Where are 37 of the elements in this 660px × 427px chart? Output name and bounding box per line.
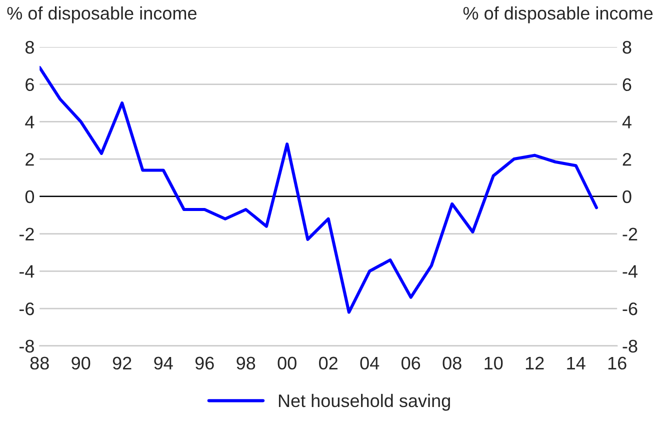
x-tick-label: 94 xyxy=(154,356,173,370)
y2-tick-label: -6 xyxy=(622,302,638,316)
x-tick-label: 06 xyxy=(402,356,420,370)
x-tick-label: 92 xyxy=(112,356,132,370)
y-tick-label: 4 xyxy=(25,116,34,128)
x-tick-label: 96 xyxy=(195,356,214,370)
x-tick-label: 10 xyxy=(484,356,503,370)
y2-tick-label: 4 xyxy=(622,116,632,128)
legend-label: Net household saving xyxy=(278,394,450,411)
x-tick-label: 08 xyxy=(442,356,462,370)
y2-tick-label: 8 xyxy=(622,40,632,54)
y-tick-label: -4 xyxy=(19,265,34,278)
y2-tick-label: -2 xyxy=(622,228,638,240)
y-tick-label: -8 xyxy=(19,340,34,353)
x-tick-label: 98 xyxy=(236,356,256,370)
y2-tick-label: -8 xyxy=(622,340,638,353)
x-tick-label: 12 xyxy=(526,356,544,370)
x-tick-label: 88 xyxy=(30,356,49,370)
y2-tick-label: 2 xyxy=(622,152,632,166)
y2-tick-label: 0 xyxy=(622,190,632,204)
x-tick-label: 14 xyxy=(567,356,586,370)
y-tick-label: -6 xyxy=(19,302,34,316)
x-tick-label: 04 xyxy=(360,356,380,370)
y-tick-label: -2 xyxy=(19,228,34,240)
x-tick-label: 02 xyxy=(319,356,338,370)
y2-tick-label: -4 xyxy=(622,265,638,278)
y2-tick-label: 6 xyxy=(622,78,632,92)
x-tick-label: 00 xyxy=(278,356,296,370)
y-tick-label: 0 xyxy=(25,190,34,204)
y-tick-label: 2 xyxy=(26,152,34,166)
x-tick-label: 16 xyxy=(608,356,626,370)
y-tick-label: 8 xyxy=(25,40,34,54)
line-series xyxy=(40,66,598,314)
y-axis-title: % of disposable income xyxy=(7,6,196,24)
y2-axis-title: % of disposable income xyxy=(463,6,653,24)
x-tick-label: 90 xyxy=(72,356,90,370)
y-tick-label: 6 xyxy=(26,78,34,92)
